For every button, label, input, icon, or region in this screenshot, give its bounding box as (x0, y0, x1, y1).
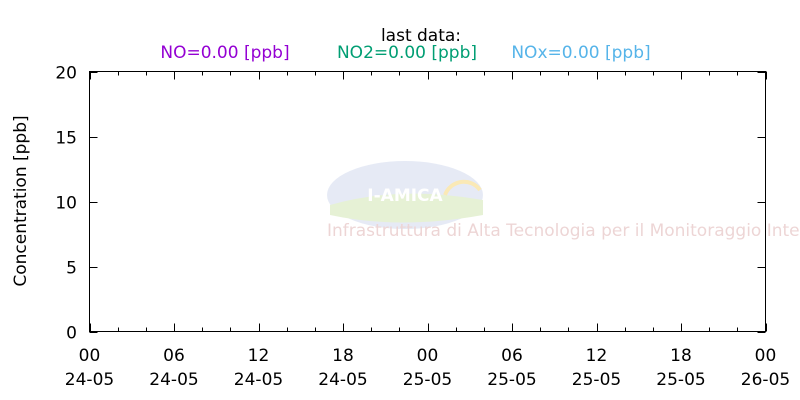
x-tick-label-date: 24-05 (65, 370, 114, 390)
y-tick-labels: 0 5 10 15 20 (55, 64, 77, 344)
x-tick-label-hour: 06 (163, 346, 185, 366)
chart-title: last data: (381, 26, 461, 46)
y-tick-label: 0 (66, 324, 77, 344)
legend-nox: NOx=0.00 [ppb] (511, 43, 650, 63)
x-tick-label-hour: 06 (501, 346, 523, 366)
x-tick-label-date: 24-05 (318, 370, 367, 390)
x-tick-label-hour: 00 (79, 346, 101, 366)
legend-no: NO=0.00 [ppb] (160, 43, 289, 63)
axis-ticks (89, 71, 767, 333)
x-tick-label-date: 25-05 (487, 370, 536, 390)
x-tick-label-hour: 18 (670, 346, 692, 366)
x-tick-label-date: 25-05 (403, 370, 452, 390)
x-tick-label-date: 26-05 (741, 370, 790, 390)
x-tick-label-hour: 00 (755, 346, 777, 366)
x-tick-label-hour: 18 (332, 346, 354, 366)
x-tick-label-date: 24-05 (149, 370, 198, 390)
watermark-subtitle: Infrastruttura di Alta Tecnologia per il… (327, 221, 800, 241)
y-tick-label: 5 (66, 259, 77, 279)
x-tick-label-date: 24-05 (234, 370, 283, 390)
x-tick-label-hour: 00 (417, 346, 439, 366)
plot-frame (89, 71, 766, 332)
x-tick-label-hour: 12 (586, 346, 608, 366)
y-tick-label: 15 (55, 129, 77, 149)
y-axis-label: Concentration [ppb] (11, 115, 31, 286)
y-tick-label: 20 (55, 64, 77, 84)
watermark-logo-text: I-AMICA (367, 186, 443, 206)
x-tick-label-date: 25-05 (656, 370, 705, 390)
y-tick-label: 10 (55, 194, 77, 214)
legend-no2: NO2=0.00 [ppb] (337, 43, 477, 63)
x-tick-label-hour: 12 (248, 346, 270, 366)
x-tick-labels: 00 24-05 06 24-05 12 24-05 18 24-05 00 25-05 06 25-… (65, 346, 790, 390)
x-tick-label-date: 25-05 (572, 370, 621, 390)
watermark-logo: I-AMICA Infrastruttura di Alta Tecnologi… (327, 161, 800, 241)
